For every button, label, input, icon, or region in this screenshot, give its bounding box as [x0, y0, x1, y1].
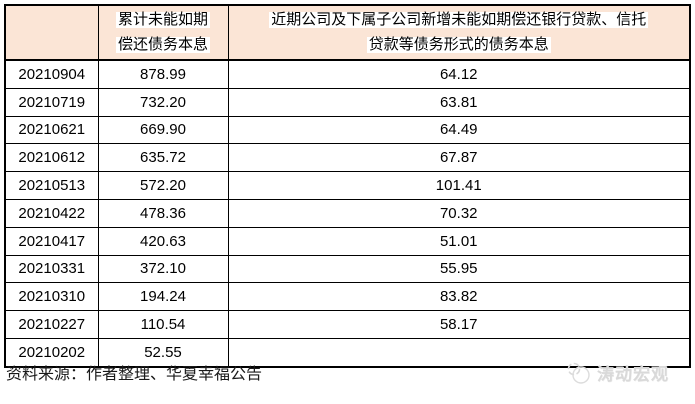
- cumulative-cell: 110.54: [97, 310, 229, 339]
- header-cumulative-line2: 偿还债务本息: [115, 36, 210, 53]
- cumulative-cell: 478.36: [97, 198, 229, 228]
- watermark: 涛动宏观: [566, 360, 669, 385]
- cumulative-cell: 878.99: [97, 59, 229, 89]
- header-cumulative: 累计未能如期 偿还债务本息: [97, 4, 229, 61]
- new-overdue-cell: 55.95: [227, 254, 691, 284]
- overdue-debt-table: 累计未能如期 偿还债务本息 近期公司及下属子公司新增未能如期偿还银行贷款、信托 …: [4, 4, 691, 368]
- table-row: 20210621 669.90 64.49: [4, 115, 691, 145]
- header-cumulative-line1: 累计未能如期: [115, 11, 210, 28]
- header-new-overdue-line2: 贷款等债务形式的债务本息: [366, 36, 551, 53]
- cumulative-cell: 572.20: [97, 171, 229, 200]
- overlapping-circles-icon: [566, 361, 592, 385]
- new-overdue-cell: 58.17: [227, 310, 691, 339]
- date-cell: 20210227: [4, 310, 99, 339]
- new-overdue-cell: 83.82: [227, 282, 691, 312]
- table-row: 20210513 572.20 101.41: [4, 171, 691, 200]
- header-date-empty: [4, 4, 99, 61]
- date-cell: 20210422: [4, 198, 99, 228]
- table-row: 20210331 372.10 55.95: [4, 254, 691, 284]
- table-row: 20210422 478.36 70.32: [4, 198, 691, 228]
- date-cell: 20210513: [4, 171, 99, 200]
- new-overdue-cell: 70.32: [227, 198, 691, 228]
- date-cell: 20210719: [4, 87, 99, 117]
- date-cell: 20210904: [4, 59, 99, 89]
- new-overdue-cell: [227, 337, 691, 368]
- date-cell: 20210417: [4, 226, 99, 256]
- header-new-overdue: 近期公司及下属子公司新增未能如期偿还银行贷款、信托 贷款等债务形式的债务本息: [227, 4, 691, 61]
- cumulative-cell: 372.10: [97, 254, 229, 284]
- header-new-overdue-line1: 近期公司及下属子公司新增未能如期偿还银行贷款、信托: [269, 11, 649, 28]
- new-overdue-cell: 64.12: [227, 59, 691, 89]
- date-cell: 20210310: [4, 282, 99, 312]
- watermark-text: 涛动宏观: [597, 365, 669, 384]
- date-cell: 20210612: [4, 143, 99, 173]
- new-overdue-cell: 67.87: [227, 143, 691, 173]
- cumulative-cell: 194.24: [97, 282, 229, 312]
- date-cell: 20210621: [4, 115, 99, 145]
- table-header-row: 累计未能如期 偿还债务本息 近期公司及下属子公司新增未能如期偿还银行贷款、信托 …: [4, 4, 691, 61]
- new-overdue-cell: 64.49: [227, 115, 691, 145]
- date-cell: 20210202: [4, 337, 99, 368]
- new-overdue-cell: 63.81: [227, 87, 691, 117]
- table-row: 20210417 420.63 51.01: [4, 226, 691, 256]
- debt-table-container: 累计未能如期 偿还债务本息 近期公司及下属子公司新增未能如期偿还银行贷款、信托 …: [4, 4, 691, 368]
- new-overdue-cell: 51.01: [227, 226, 691, 256]
- table-row: 20210612 635.72 67.87: [4, 143, 691, 173]
- source-note: 资料来源：作者整理、华夏幸福公告: [6, 366, 263, 383]
- date-cell: 20210331: [4, 254, 99, 284]
- new-overdue-cell: 101.41: [227, 171, 691, 200]
- cumulative-cell: 669.90: [97, 115, 229, 145]
- cumulative-cell: 420.63: [97, 226, 229, 256]
- cumulative-cell: 732.20: [97, 87, 229, 117]
- table-row: 20210310 194.24 83.82: [4, 282, 691, 312]
- table-row: 20210719 732.20 63.81: [4, 87, 691, 117]
- table-row: 20210904 878.99 64.12: [4, 59, 691, 89]
- table-row: 20210227 110.54 58.17: [4, 310, 691, 339]
- table-row: 20210202 52.55: [4, 337, 691, 368]
- cumulative-cell: 635.72: [97, 143, 229, 173]
